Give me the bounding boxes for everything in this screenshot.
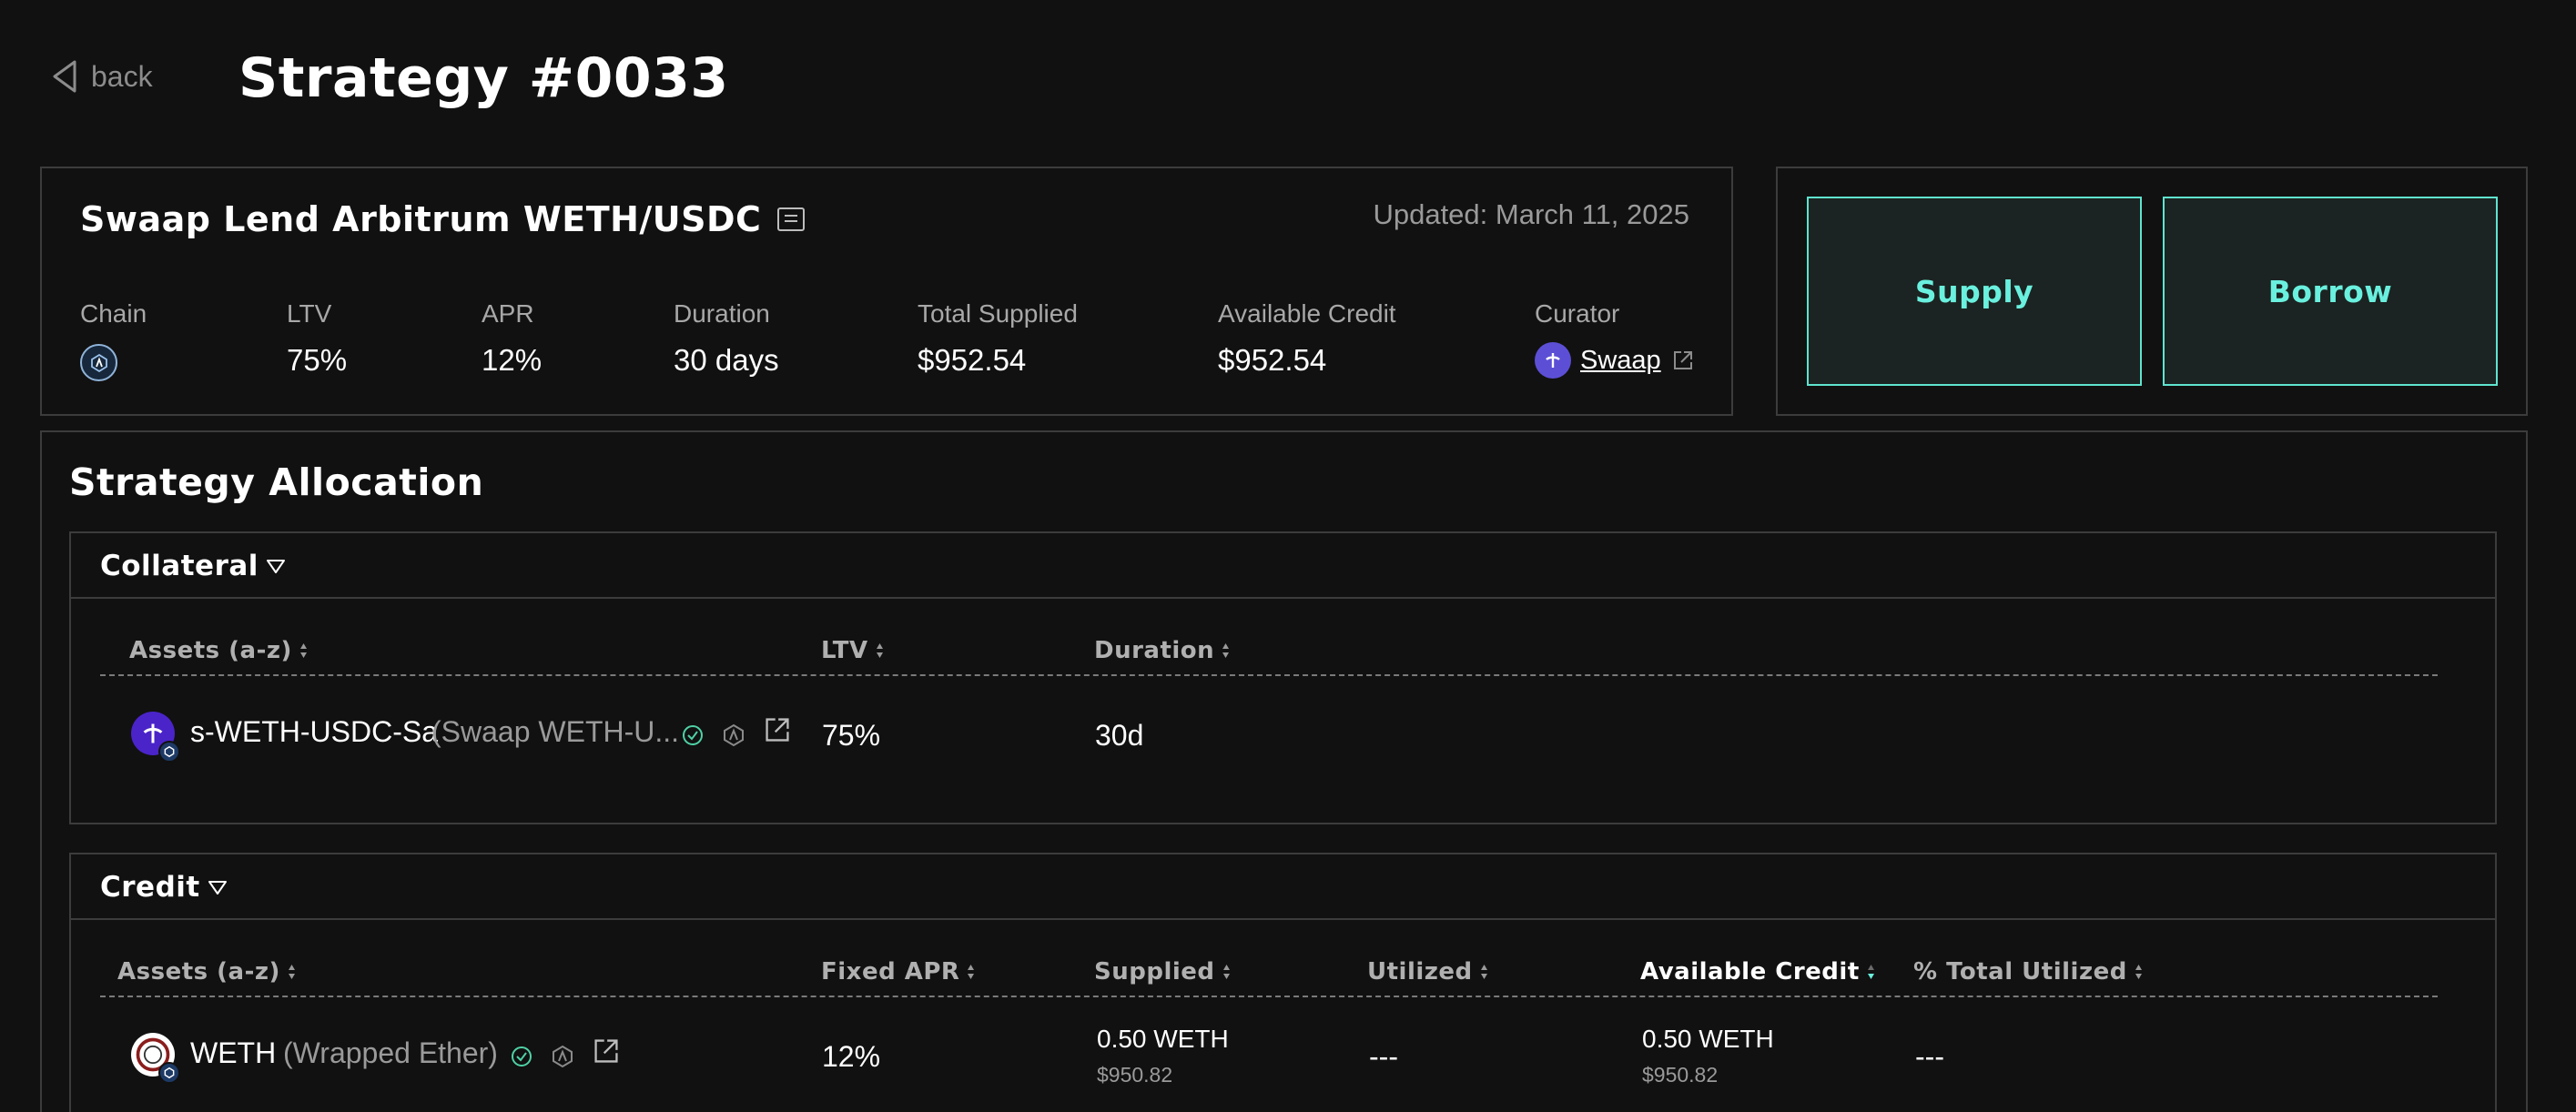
- available-credit-label: Available Credit: [1218, 299, 1396, 328]
- supply-button[interactable]: Supply: [1807, 197, 2142, 386]
- page-title: Strategy #0033: [238, 46, 729, 110]
- table-row-asset-logo: [131, 712, 182, 764]
- table-row-asset-logo: [131, 1033, 182, 1086]
- strategy-name-text: Swaap Lend Arbitrum WETH/USDC: [80, 199, 762, 239]
- ltv-value: 75%: [287, 343, 348, 377]
- collateral-ltv: 75%: [822, 719, 881, 752]
- col-total-utilized-label: % Total Utilized: [1913, 958, 2127, 986]
- weth-logo-icon: [131, 1033, 175, 1077]
- col-fixed-apr-label: Fixed APR: [821, 958, 960, 986]
- arbitrum-chain-icon: [724, 723, 744, 747]
- sort-icon: [1222, 965, 1230, 979]
- credit-col-utilized[interactable]: Utilized: [1367, 958, 1488, 986]
- col-assets-label: Assets (a-z): [117, 958, 280, 986]
- total-supplied-value: $952.54: [918, 343, 1027, 377]
- strategy-allocation-card: [40, 430, 2528, 1112]
- verified-check-icon: [683, 725, 703, 745]
- curator-link[interactable]: Swaap: [1580, 345, 1661, 375]
- arbitrum-chain-icon: [158, 741, 180, 763]
- credit-col-fixed-apr[interactable]: Fixed APR: [821, 958, 975, 986]
- document-icon[interactable]: [777, 207, 806, 231]
- apr-label: APR: [482, 299, 534, 328]
- col-duration-label: Duration: [1094, 637, 1215, 664]
- collateral-header: Collateral: [71, 533, 2495, 599]
- arbitrum-chain-icon: [158, 1062, 180, 1084]
- col-utilized-label: Utilized: [1367, 958, 1473, 986]
- sort-icon: [1480, 965, 1487, 979]
- credit-header: Credit: [71, 854, 2495, 920]
- sort-icon: [2135, 965, 2142, 979]
- duration-label: Duration: [674, 299, 770, 328]
- sort-icon: [968, 965, 975, 979]
- available-credit-value: $952.54: [1218, 343, 1327, 377]
- sort-icon: [288, 965, 295, 979]
- credit-supplied-usd: $950.82: [1097, 1063, 1173, 1087]
- credit-col-available-credit[interactable]: Available Credit: [1640, 958, 1875, 986]
- credit-fixed-apr: 12%: [822, 1040, 881, 1073]
- back-triangle-icon: [53, 60, 76, 93]
- credit-utilized: ---: [1369, 1040, 1398, 1073]
- collateral-header-divider: [100, 674, 2438, 676]
- back-link[interactable]: back: [51, 53, 153, 100]
- collateral-col-duration[interactable]: Duration: [1094, 637, 1230, 664]
- sort-icon: [1867, 965, 1874, 979]
- credit-col-assets[interactable]: Assets (a-z): [117, 958, 296, 986]
- collateral-title: Collateral: [100, 550, 259, 582]
- credit-header-divider: [100, 996, 2438, 997]
- col-assets-label: Assets (a-z): [129, 637, 292, 664]
- ltv-label: LTV: [287, 299, 332, 328]
- strategy-info-card: [40, 167, 1733, 416]
- credit-total-utilized: ---: [1915, 1040, 1944, 1073]
- credit-col-supplied[interactable]: Supplied: [1094, 958, 1231, 986]
- col-ltv-label: LTV: [821, 637, 868, 664]
- triangle-down-icon: [208, 881, 227, 895]
- borrow-button[interactable]: Borrow: [2163, 197, 2498, 386]
- arbitrum-chain-icon: [80, 344, 117, 381]
- credit-asset-symbol: WETH: [190, 1036, 277, 1069]
- collateral-asset-name: (Swaap WETH-U...: [431, 715, 680, 748]
- verified-check-icon: [512, 1046, 532, 1067]
- sort-icon: [1222, 643, 1230, 658]
- total-supplied-label: Total Supplied: [918, 299, 1078, 328]
- credit-col-total-utilized[interactable]: % Total Utilized: [1913, 958, 2143, 986]
- credit-section: Credit: [69, 853, 2497, 1112]
- updated-date: Updated: March 11, 2025: [1373, 198, 1689, 230]
- collateral-section: Collateral: [69, 531, 2497, 824]
- duration-value: 30 days: [674, 343, 779, 377]
- credit-toggle[interactable]: Credit: [100, 871, 228, 904]
- collateral-col-ltv[interactable]: LTV: [821, 637, 884, 664]
- collateral-duration: 30d: [1095, 719, 1144, 752]
- collateral-asset-symbol: s-WETH-USDC-Sa: [190, 715, 438, 748]
- swaap-logo-icon: [1535, 342, 1571, 379]
- credit-available: 0.50 WETH: [1642, 1025, 1774, 1053]
- external-link-icon[interactable]: [592, 1036, 621, 1066]
- strategy-name: Swaap Lend Arbitrum WETH/USDC: [80, 197, 806, 242]
- triangle-down-icon: [266, 560, 285, 573]
- col-available-credit-label: Available Credit: [1640, 958, 1860, 986]
- external-link-icon[interactable]: [1670, 348, 1696, 373]
- external-link-icon[interactable]: [763, 715, 792, 744]
- chain-label: Chain: [80, 299, 147, 328]
- sort-icon: [299, 643, 307, 658]
- apr-value: 12%: [482, 343, 543, 377]
- credit-supplied: 0.50 WETH: [1097, 1025, 1229, 1053]
- credit-available-usd: $950.82: [1642, 1063, 1719, 1087]
- col-supplied-label: Supplied: [1094, 958, 1215, 986]
- sort-icon: [876, 643, 883, 658]
- collateral-col-assets[interactable]: Assets (a-z): [129, 637, 308, 664]
- arbitrum-chain-icon: [553, 1045, 573, 1068]
- credit-title: Credit: [100, 871, 200, 904]
- collateral-toggle[interactable]: Collateral: [100, 550, 286, 582]
- back-label: back: [91, 59, 153, 93]
- curator-label: Curator: [1535, 299, 1620, 328]
- allocation-title: Strategy Allocation: [69, 460, 484, 504]
- credit-asset-name: (Wrapped Ether): [283, 1036, 498, 1069]
- curator: Swaap: [1535, 342, 1696, 379]
